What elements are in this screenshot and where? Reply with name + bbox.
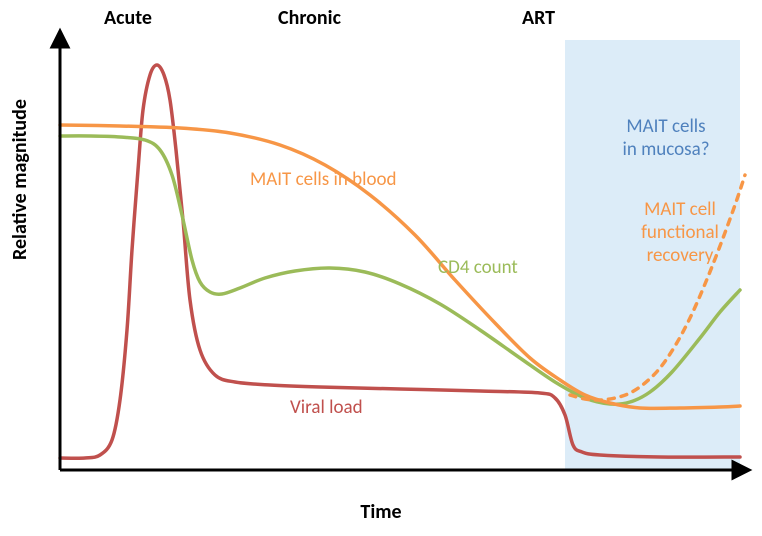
phase-label-acute: Acute [104, 6, 152, 30]
chart-svg [0, 0, 762, 536]
phase-label-chronic: Chronic [278, 6, 341, 30]
y-axis-label: Relative magnitude [8, 99, 32, 260]
x-axis-label: Time [0, 500, 762, 524]
label-viral-load: Viral load [290, 396, 363, 419]
label-mait-mucosa: MAIT cellsin mucosa? [596, 115, 736, 161]
phase-label-art: ART [522, 6, 555, 30]
label-mait-recovery: MAIT cellfunctionalrecovery [610, 198, 750, 267]
label-mait-blood: MAIT cells in blood [250, 168, 397, 191]
label-cd4: CD4 count [438, 256, 518, 279]
chart-container: Acute Chronic ART Time Relative magnitud… [0, 0, 762, 536]
